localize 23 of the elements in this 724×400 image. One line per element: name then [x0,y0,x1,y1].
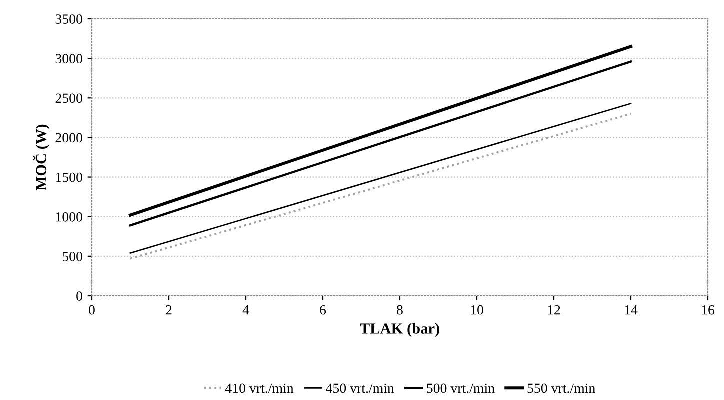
x-tick-label: 6 [320,305,326,315]
x-tick-label: 4 [242,306,250,315]
x-tick-label: 8 [397,305,403,315]
y-tick-label: 1000 [56,212,82,222]
x-tick-label: 12 [548,305,560,315]
x-tick-label: 10 [471,305,484,315]
x-axis-title: TLAK (bar) [360,323,440,338]
y-tick-label: 3000 [56,54,82,64]
legend-label: 450 vrt./min [326,384,394,394]
legend-label: 500 vrt./min [427,384,495,394]
legend-label: 410 vrt./min [225,384,294,394]
y-tick-label: 1500 [56,172,82,182]
y-tick-label: 2500 [56,94,82,104]
y-tick-label: 2000 [56,133,82,143]
x-tick-label: 14 [625,305,638,315]
legend-label: 550 vrt./min [528,384,596,394]
y-tick-label: 0 [76,292,82,301]
y-tick-label: 500 [62,252,82,262]
y-axis-title: MOČ (W) [33,124,50,191]
y-tick-label: 3500 [56,14,82,24]
x-tick-label: 16 [702,305,715,315]
x-tick-label: 2 [166,305,172,315]
x-tick-label: 0 [89,305,95,315]
